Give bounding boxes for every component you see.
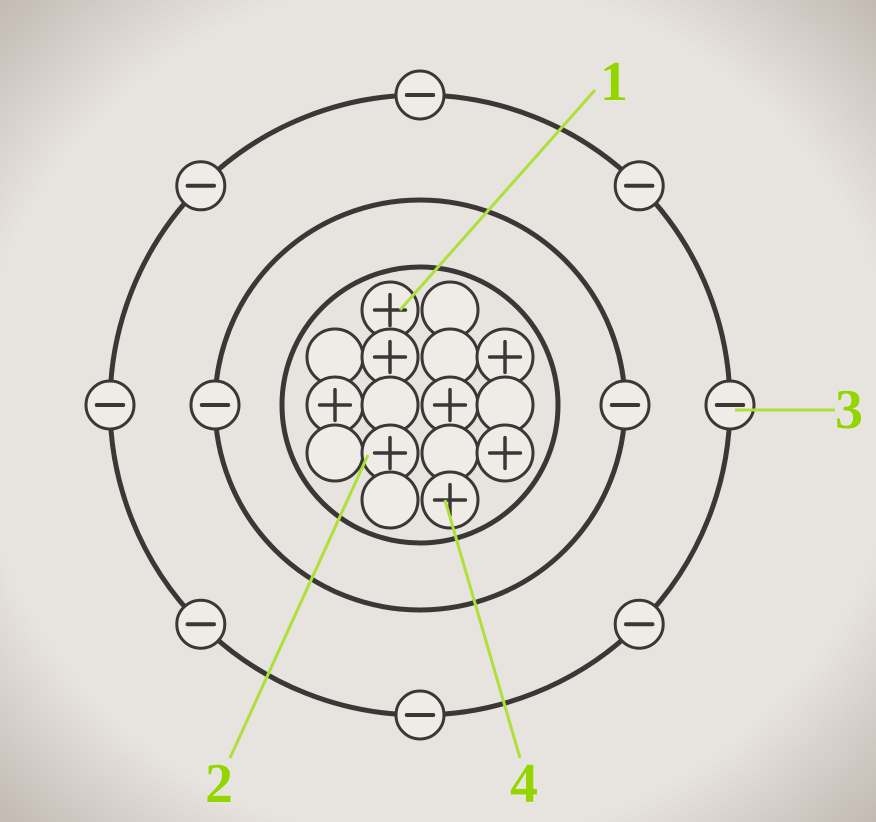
proton [477, 425, 533, 481]
outer-shell-electron [177, 162, 225, 210]
outer-shell-electron [396, 691, 444, 739]
inner-shell-electron [191, 381, 239, 429]
neutron [362, 472, 418, 528]
outer-shell-electron [86, 381, 134, 429]
inner-shell-electron [601, 381, 649, 429]
outer-shell-electron [615, 162, 663, 210]
outer-shell-electron [396, 71, 444, 119]
outer-shell-electron [615, 600, 663, 648]
outer-shell-electron [706, 381, 754, 429]
atom-diagram [0, 0, 876, 822]
outer-shell-electron [177, 600, 225, 648]
neutron [307, 425, 363, 481]
